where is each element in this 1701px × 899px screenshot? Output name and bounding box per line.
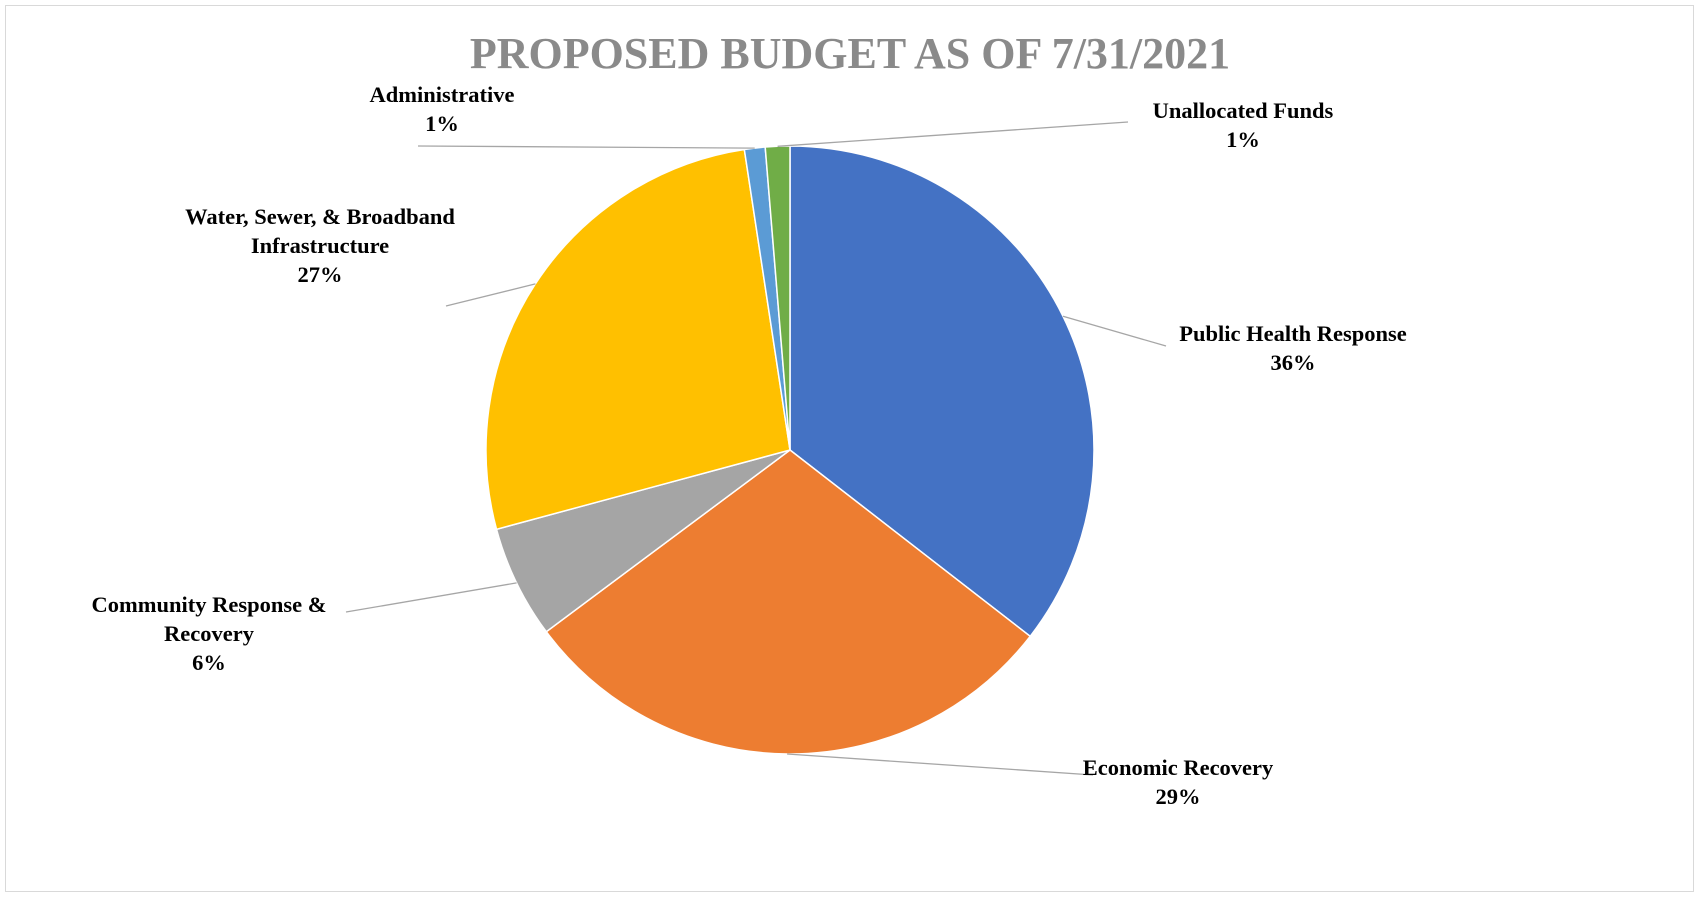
data-label-administrative: Administrative 1% <box>370 82 515 136</box>
leader-line-public-health-response <box>1062 315 1167 347</box>
chart-frame: PROPOSED BUDGET AS OF 7/31/2021 Public H… <box>5 5 1694 892</box>
leader-line-economic-recovery <box>787 753 1094 776</box>
data-label-water-sewer-broadband-infrastructure: Water, Sewer, & Broadband Infrastructure 2… <box>185 204 455 287</box>
data-label-community-response-recovery: Community Response & Recovery 6% <box>91 592 326 675</box>
chart-title: PROPOSED BUDGET AS OF 7/31/2021 <box>470 29 1230 78</box>
leader-line-water-sewer-broadband-infrastructure <box>445 283 536 307</box>
data-label-unallocated-funds: Unallocated Funds 1% <box>1153 98 1334 152</box>
data-labels: Public Health Response 36% Economic Recove… <box>91 82 1406 809</box>
leader-line-administrative <box>417 145 755 149</box>
slice-public-health-response <box>789 145 1095 638</box>
leader-line-community-response-recovery <box>345 582 517 613</box>
pie-chart: PROPOSED BUDGET AS OF 7/31/2021 Public H… <box>91 29 1406 809</box>
pie-slices <box>485 145 1095 755</box>
data-label-economic-recovery: Economic Recovery 29% <box>1083 755 1274 809</box>
leader-lines <box>345 121 1167 776</box>
data-label-public-health-response: Public Health Response 36% <box>1179 321 1407 375</box>
leader-line-unallocated-funds <box>777 121 1129 147</box>
